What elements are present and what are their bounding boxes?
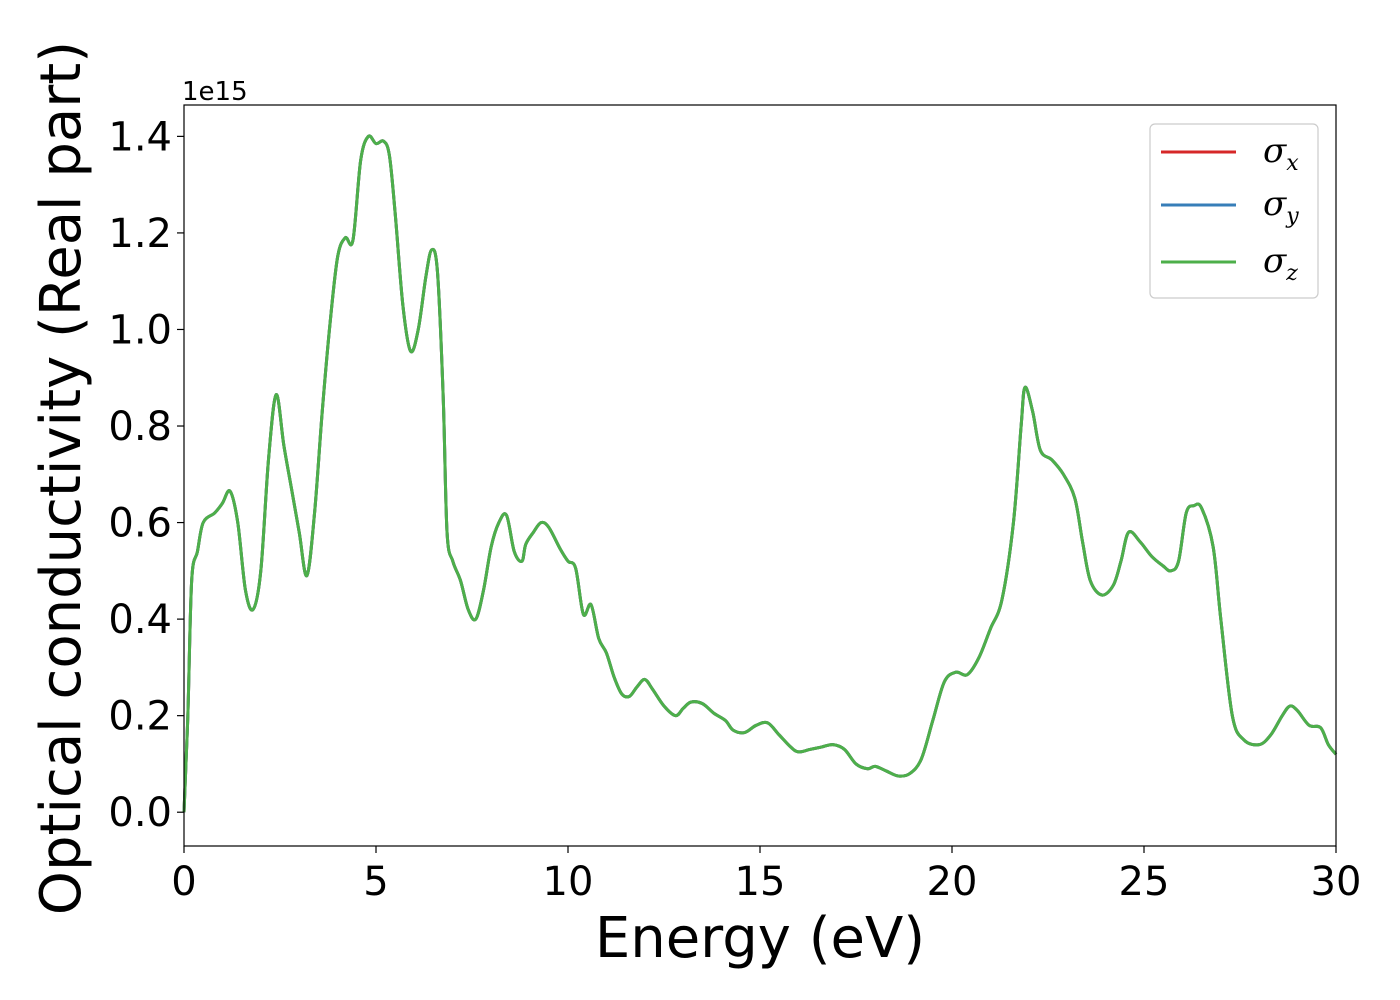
y-tick-label: 0.8	[108, 404, 172, 450]
x-tick-label: 20	[927, 859, 978, 905]
x-axis-label: Energy (eV)	[595, 906, 925, 971]
legend-label-x: σx	[1263, 131, 1299, 176]
y-axis-ticks: 0.0 0.2 0.4 0.6 0.8 1.0 1.2 1.4	[108, 114, 184, 836]
y-tick-label: 0.0	[108, 790, 172, 836]
x-tick-label: 10	[543, 859, 594, 905]
x-tick-label: 30	[1311, 859, 1362, 905]
y-tick-label: 0.6	[108, 501, 172, 547]
series-line-z	[182, 134, 1338, 813]
y-tick-label: 0.4	[108, 597, 172, 643]
y-offset-text: 1e15	[182, 77, 248, 107]
y-tick-label: 1.4	[108, 114, 172, 160]
legend-box	[1149, 123, 1319, 299]
y-axis-label: Optical conductivity (Real part)	[29, 41, 94, 915]
x-tick-label: 5	[363, 859, 388, 905]
plot-lines	[182, 134, 1338, 813]
y-tick-label: 1.0	[108, 307, 172, 353]
legend-label-z: σz	[1263, 241, 1298, 286]
x-tick-label: 0	[171, 859, 196, 905]
y-tick-label: 0.2	[108, 694, 172, 740]
y-tick-label: 1.2	[108, 211, 172, 257]
x-tick-label: 25	[1119, 859, 1170, 905]
legend: σx σy σz	[1149, 123, 1319, 299]
x-tick-label: 15	[735, 859, 786, 905]
x-axis-ticks: 0 5 10 15 20 25 30	[171, 846, 1361, 905]
legend-label-y: σy	[1263, 184, 1299, 229]
